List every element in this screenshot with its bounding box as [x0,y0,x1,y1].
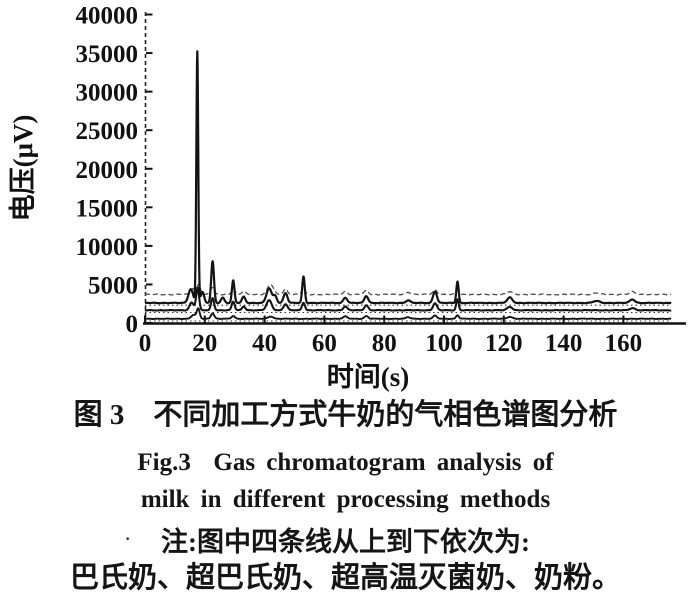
chromatogram-chart: 0 5000 10000 15000 20000 25000 30000 35000 40000… [8,3,686,392]
svg-text:10000: 10000 [76,234,139,261]
figure-caption-english-line2: milk in different processing methods [140,486,551,513]
figure-note-line1: 注:图中四条线从上到下依次为: [161,527,530,557]
svg-text:40: 40 [252,330,277,357]
svg-text:5000: 5000 [88,272,138,299]
trace-1 [144,283,672,296]
svg-text:20000: 20000 [76,157,139,184]
svg-text:20: 20 [192,330,217,357]
svg-text:160: 160 [605,330,643,357]
svg-text:140: 140 [545,330,583,357]
svg-text:100: 100 [425,330,463,357]
svg-text:40000: 40000 [76,3,139,30]
svg-text:80: 80 [372,330,397,357]
figure-caption-english-line1: Fig.3 Gas chromatogram analysis of [137,449,554,476]
svg-text:0: 0 [126,311,139,338]
y-axis-title: 电压(μV) [8,115,38,222]
note-bullet: · [124,526,132,551]
figure-note-line2: 巴氏奶、超巴氏奶、超高温灭菌奶、奶粉。 [69,562,621,594]
svg-text:120: 120 [485,330,523,357]
svg-text:60: 60 [312,330,337,357]
trace-2 [144,50,673,305]
svg-text:30000: 30000 [76,80,139,107]
svg-text:35000: 35000 [76,41,139,68]
svg-text:25000: 25000 [76,118,139,145]
chromatogram-plot: 0 5000 10000 15000 20000 25000 30000 35000 40000… [8,3,686,392]
svg-text:15000: 15000 [76,195,139,222]
trace-3 [144,286,672,312]
svg-text:0: 0 [139,330,152,357]
figure-caption-chinese: 图 3 不同加工方式牛奶的气相色谱图分析 [73,399,618,431]
x-axis-title: 时间(s) [327,362,410,392]
trace-4 [144,307,672,320]
